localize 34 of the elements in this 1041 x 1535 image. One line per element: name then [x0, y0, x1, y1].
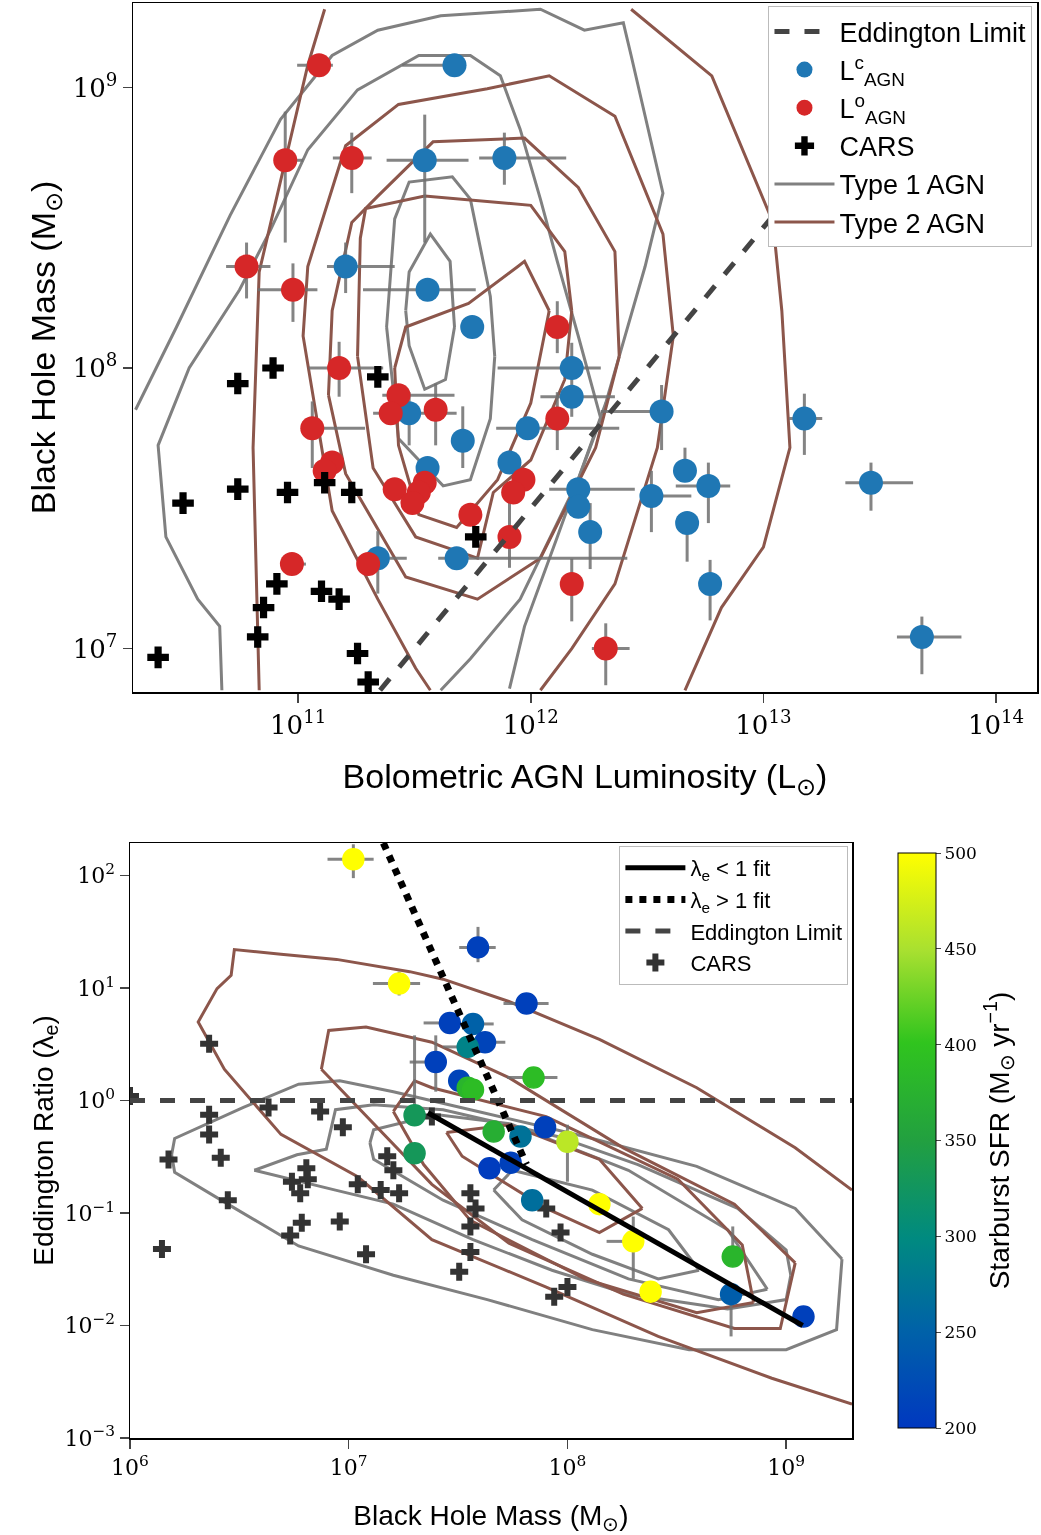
legend-label: CARS	[690, 951, 752, 977]
x-tick-label: 10$^{6}$	[111, 1451, 149, 1480]
x-axis-title: Bolometric AGN Luminosity (L$_{⊙}$)	[342, 756, 828, 800]
y-tick-label: 10$^{−2}$	[64, 1309, 116, 1339]
color-bar-label: 400	[944, 1034, 977, 1055]
x-tick-label: 10$^{11}$	[270, 705, 327, 740]
color-bar-label: 450	[944, 938, 977, 959]
legend-label: λ$_{e}$ < 1 fit	[690, 856, 771, 884]
y-tick-label: 10$^{9}$	[72, 68, 118, 103]
x-tick-label: 10$^{12}$	[502, 705, 559, 740]
y-tick-label: 10$^{2}$	[77, 860, 116, 889]
legend-label: λ$_{e}$ > 1 fit	[690, 887, 771, 916]
legend-label: CARS	[839, 132, 915, 163]
legend-label: Eddington Limit	[839, 18, 1027, 49]
legend-label: Eddington Limit	[690, 919, 843, 945]
x-axis-title: Black Hole Mass (M$_{⊙}$)	[353, 1500, 629, 1535]
color-bar-label: 300	[944, 1226, 977, 1247]
color-bar-label: 250	[944, 1322, 977, 1343]
color-bar-label: 200	[944, 1417, 977, 1438]
x-tick-label: 10$^{13}$	[735, 705, 792, 740]
y-tick-label: 10$^{7}$	[72, 629, 118, 664]
y-tick-label: 10$^{8}$	[72, 349, 118, 384]
x-tick-label: 10$^{7}$	[329, 1451, 368, 1480]
legend-label: Type 2 AGN	[839, 208, 986, 239]
x-tick-label: 10$^{9}$	[767, 1451, 806, 1480]
y-tick-label: 10$^{1}$	[77, 972, 116, 1001]
y-tick-label: 10$^{−1}$	[64, 1197, 116, 1226]
color-bar-label: 500	[944, 842, 977, 863]
legend-label: Type 1 AGN	[839, 170, 986, 201]
color-bar-label: 350	[944, 1130, 977, 1151]
y-tick-label: 10$^{0}$	[77, 1085, 116, 1114]
x-tick-label: 10$^{14}$	[967, 705, 1025, 740]
x-tick-label: 10$^{8}$	[548, 1451, 587, 1480]
y-tick-label: 10$^{−3}$	[64, 1422, 116, 1451]
